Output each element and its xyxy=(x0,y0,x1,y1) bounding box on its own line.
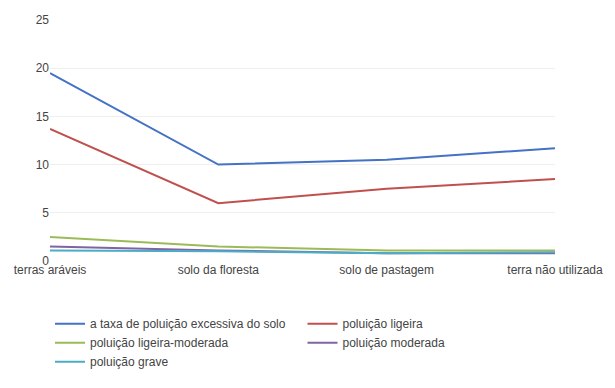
svg-text:poluição grave: poluição grave xyxy=(90,355,168,369)
svg-text:25: 25 xyxy=(36,13,50,27)
svg-text:20: 20 xyxy=(36,61,50,75)
svg-text:5: 5 xyxy=(42,206,49,220)
svg-text:15: 15 xyxy=(36,110,50,124)
svg-text:a taxa de poluição excessiva d: a taxa de poluição excessiva do solo xyxy=(90,317,286,331)
svg-text:terra não utilizada: terra não utilizada xyxy=(507,263,603,277)
svg-text:0: 0 xyxy=(42,254,49,268)
svg-text:poluição ligeira: poluição ligeira xyxy=(343,317,423,331)
svg-text:solo da floresta: solo da floresta xyxy=(178,263,260,277)
svg-text:poluição ligeira-moderada: poluição ligeira-moderada xyxy=(90,336,228,350)
svg-text:terras aráveis: terras aráveis xyxy=(14,263,87,277)
svg-text:solo de pastagem: solo de pastagem xyxy=(339,263,434,277)
svg-text:poluição moderada: poluição moderada xyxy=(343,336,445,350)
svg-text:10: 10 xyxy=(36,158,50,172)
